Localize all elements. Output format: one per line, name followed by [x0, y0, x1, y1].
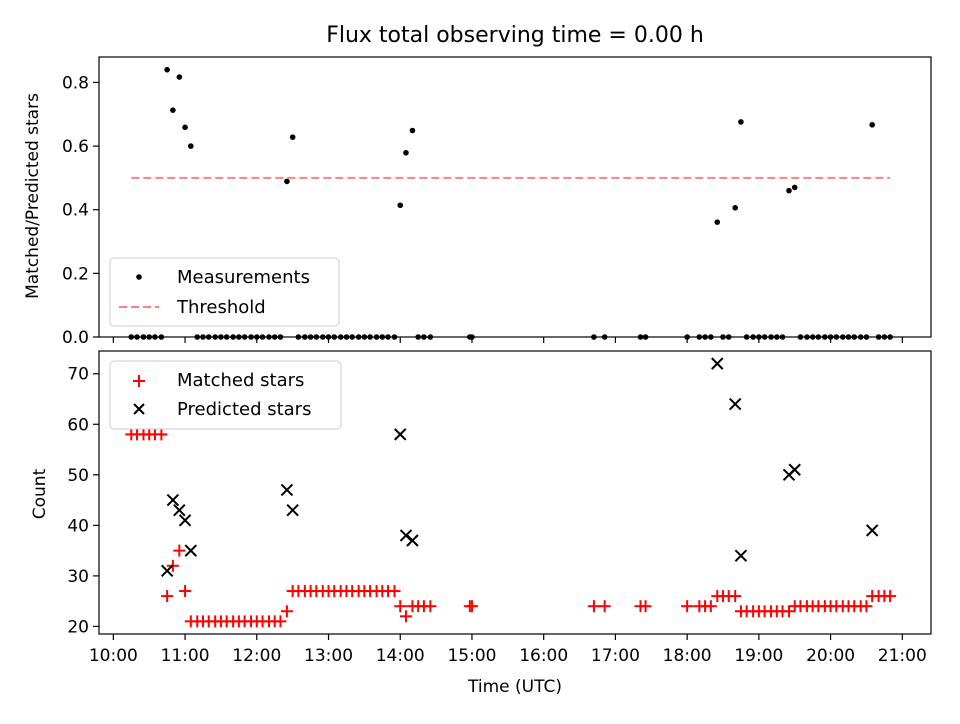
count-y-tick-label: 50	[67, 466, 89, 486]
count-y-axis-label: Count	[30, 468, 50, 519]
measurements-point	[403, 149, 409, 156]
threshold-legend-label: Threshold	[176, 297, 266, 318]
predicted-stars-point	[788, 463, 801, 476]
matched-stars-point	[782, 605, 795, 618]
measurements-point	[791, 184, 798, 191]
ratio-y-tick-label: 0.8	[62, 73, 89, 93]
measurements-point	[738, 119, 744, 125]
measurements-point	[714, 219, 721, 225]
count-legend-box	[109, 360, 342, 430]
matched-stars-point	[860, 600, 873, 613]
count-x-tick-label: 12:00	[232, 646, 281, 666]
measurements-point	[869, 121, 875, 128]
predicted-stars-point	[711, 357, 724, 370]
predicted-stars-point	[865, 524, 879, 537]
count-x-axis: 10:00 11:00 12:00 13:00 14:00 15:00 16:00 17:00…	[89, 634, 927, 666]
ratio-y-axis-label: Matched/Predicted stars	[23, 93, 43, 299]
measurements-point	[182, 124, 188, 131]
measurements-point	[397, 202, 404, 209]
ratio-plot-frame	[98, 56, 932, 338]
measurements-legend-label: Measurements	[177, 267, 310, 288]
measurements-point	[289, 134, 296, 140]
matched-stars-point	[394, 600, 407, 613]
matched-stars-point	[179, 585, 192, 598]
count-panel: 20 30 40 50 60 70 10:00 11:00 12:00 13:00 14:00 15…	[30, 350, 932, 697]
predicted-stars-point	[166, 493, 180, 507]
count-x-tick-label: 14:00	[376, 646, 425, 666]
matched-stars-point	[155, 428, 168, 441]
predicted-stars-point	[184, 544, 198, 557]
matched-stars-point	[161, 590, 174, 603]
measurements-point	[164, 66, 170, 73]
ratio-panel: Flux total observing time = 0.00 h 0.00.…	[23, 23, 932, 348]
matched-stars-point	[729, 590, 742, 603]
count-x-tick-label: 19:00	[734, 646, 783, 666]
predicted-stars-point	[734, 549, 748, 562]
count-y-tick-label: 30	[67, 567, 89, 587]
count-y-tick-label: 20	[67, 617, 89, 637]
count-y-axis: 20 30 40 50 60 70	[67, 365, 99, 637]
matched-legend-marker	[133, 375, 145, 387]
ratio-y-tick-label: 0.4	[62, 201, 89, 221]
count-y-tick-label: 70	[67, 365, 89, 385]
count-y-tick-label: 40	[67, 516, 89, 536]
predicted-stars-point	[280, 483, 294, 497]
predicted-stars-point	[406, 534, 419, 547]
matched-stars-point	[598, 600, 611, 613]
count-x-tick-label: 17:00	[591, 646, 640, 666]
ratio-y-tick-label: 0.6	[62, 137, 89, 157]
matched-legend-label: Matched stars	[177, 370, 304, 391]
count-x-tick-label: 13:00	[304, 646, 353, 666]
measurements-point	[176, 74, 183, 80]
count-marks	[125, 357, 897, 628]
matched-stars-point	[587, 600, 600, 613]
measurements-legend-marker	[136, 274, 142, 280]
measurements-point	[284, 178, 290, 185]
count-x-tick-label: 10:00	[89, 646, 138, 666]
matched-stars-point	[173, 544, 186, 557]
count-y-tick-label: 60	[67, 415, 89, 435]
chart-title: Flux total observing time = 0.00 h	[326, 23, 704, 48]
measurements-point	[786, 187, 792, 194]
count-x-tick-label: 11:00	[161, 646, 210, 666]
count-x-tick-label: 21:00	[878, 646, 927, 666]
measurements-point	[409, 127, 416, 134]
matched-stars-point	[280, 605, 293, 618]
ratio-y-tick-label: 0.0	[62, 328, 89, 348]
matched-stars-point	[884, 590, 897, 603]
predicted-stars-point	[160, 564, 174, 578]
matched-stars-point	[704, 600, 717, 613]
measurements-point	[188, 143, 194, 149]
ratio-legend-box	[109, 257, 340, 327]
ratio-legend: Measurements Threshold	[109, 257, 340, 327]
predicted-legend-label: Predicted stars	[177, 399, 311, 420]
predicted-stars-point	[173, 503, 186, 517]
matched-stars-point	[424, 600, 437, 613]
count-plot-frame	[98, 350, 932, 635]
count-x-tick-label: 16:00	[519, 646, 568, 666]
count-x-axis-label: Time (UTC)	[467, 677, 562, 697]
count-x-tick-label: 15:00	[447, 646, 496, 666]
measurements-point	[732, 205, 738, 211]
predicted-stars-point	[178, 514, 192, 527]
measurements-point	[170, 107, 176, 113]
ratio-y-axis: 0.0 0.2 0.4 0.6 0.8	[62, 73, 99, 348]
ratio-y-tick-label: 0.2	[62, 264, 89, 284]
predicted-stars-point	[286, 503, 299, 517]
count-x-tick-label: 20:00	[806, 646, 855, 666]
predicted-stars-point	[728, 397, 742, 411]
matched-stars-point	[465, 600, 478, 613]
predicted-legend-marker	[133, 403, 145, 415]
matched-stars-point	[639, 600, 652, 613]
predicted-stars-point	[394, 428, 407, 441]
count-legend: Matched stars Predicted stars	[109, 360, 342, 430]
matched-stars-point	[388, 585, 401, 598]
count-x-tick-label: 18:00	[663, 646, 712, 666]
matched-stars-point	[274, 615, 287, 628]
ratio-x-ticks	[112, 337, 903, 343]
matched-stars-point	[399, 610, 412, 623]
matched-stars-point	[681, 600, 694, 613]
